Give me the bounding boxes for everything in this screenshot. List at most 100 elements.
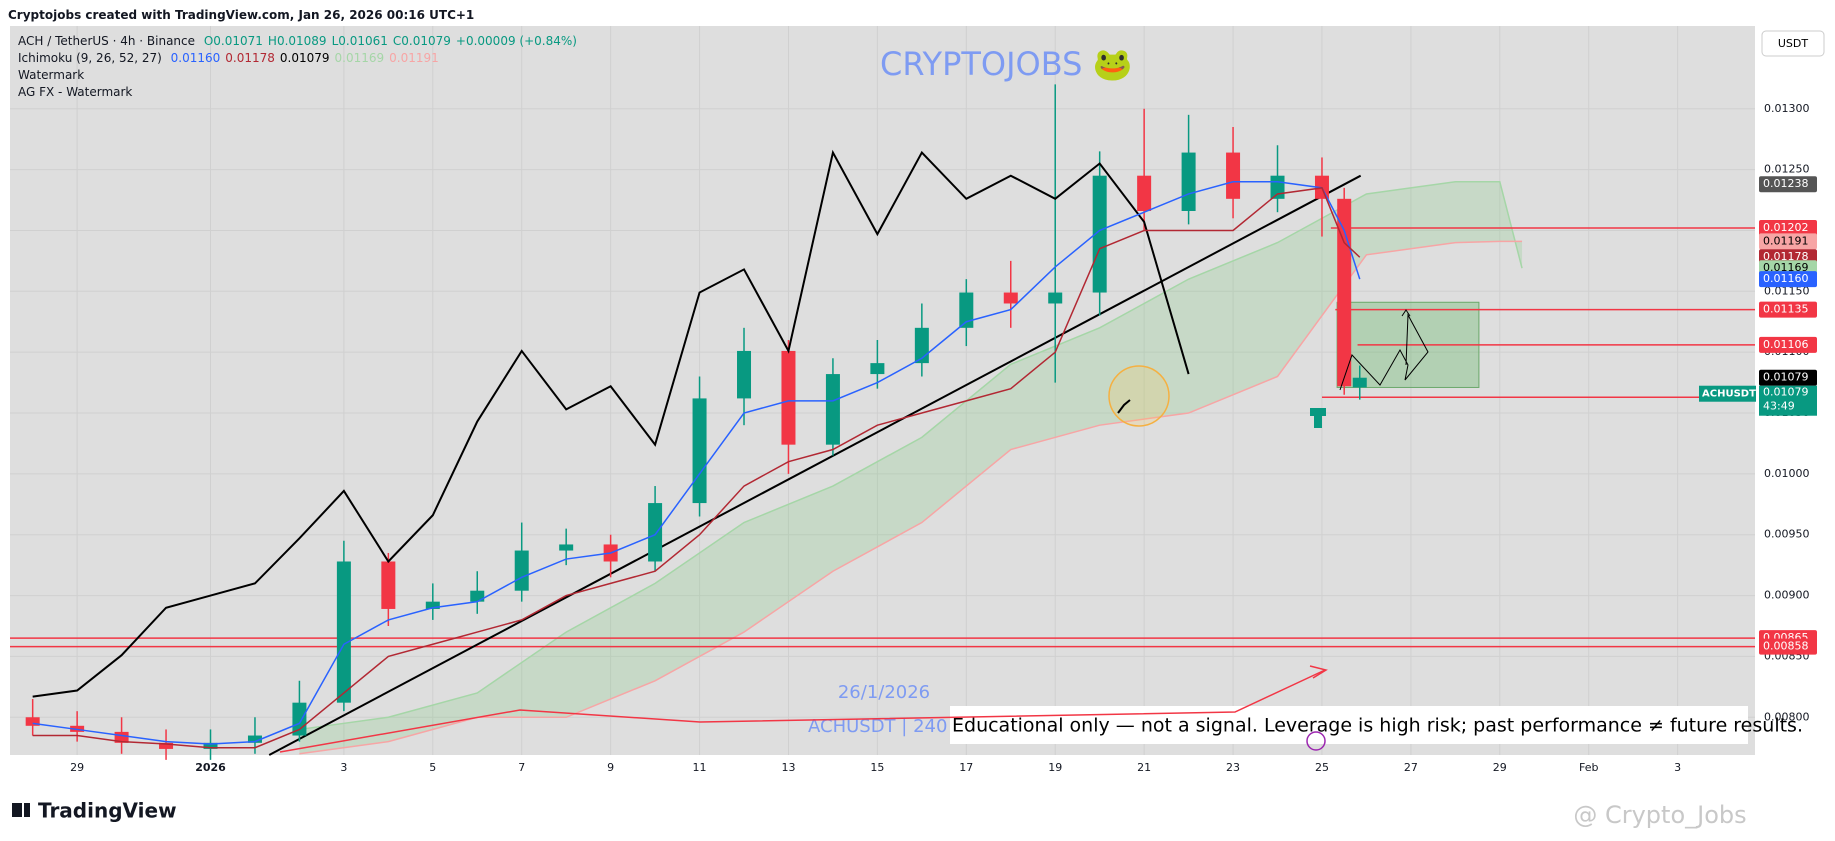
- brand-watermark: CRYPTOJOBS 🐸: [880, 45, 1132, 83]
- candle-body: [648, 503, 663, 562]
- x-tick-label: 21: [1137, 761, 1151, 774]
- candle-body: [336, 561, 351, 703]
- indicator-line: [32, 181, 1361, 745]
- candle-body: [114, 731, 129, 743]
- candle-body: [247, 735, 262, 743]
- plot-bg: [10, 26, 1755, 755]
- currency[interactable]: USDT: [1778, 37, 1809, 50]
- ohlc-value: O0.01071: [203, 34, 263, 48]
- y-tick-label: 0.01250: [1764, 163, 1810, 176]
- projection-path: [1339, 313, 1429, 391]
- candle-body: [959, 292, 974, 328]
- candle-body: [1352, 377, 1367, 388]
- projection-arrowhead: [1401, 309, 1411, 317]
- candle-body: [1226, 152, 1241, 199]
- y-tick-label: 0.00900: [1764, 589, 1810, 602]
- price-label: 0.01238: [1763, 177, 1809, 190]
- candle-body: [470, 590, 485, 602]
- x-tick-label: 13: [781, 761, 795, 774]
- price-label-bg: [1759, 369, 1817, 386]
- price-label-bg: [1759, 336, 1817, 353]
- price-label-bg: [1759, 233, 1817, 250]
- symbol-tag-bg: [1699, 385, 1756, 402]
- ohlc-value: H0.01089: [267, 34, 327, 48]
- x-tick-label: 15: [870, 761, 884, 774]
- currency-button[interactable]: [1761, 30, 1825, 57]
- x-tick-label: 5: [429, 761, 436, 774]
- cloud-span-b: [299, 240, 1523, 755]
- date-watermark: 26/1/2026: [838, 682, 930, 703]
- candle-body: [870, 363, 885, 375]
- x-tick-label: 7: [518, 761, 525, 774]
- price-label-bg: [1759, 176, 1817, 193]
- candle-body: [292, 702, 307, 736]
- price-label-bg: [1759, 220, 1817, 237]
- price-label: 0.01178: [1763, 250, 1809, 263]
- price-label: 0.01135: [1763, 303, 1809, 316]
- trendline: [268, 174, 1362, 756]
- indicator-value: 0.01191: [389, 51, 439, 65]
- candle-body: [1048, 292, 1063, 304]
- credit: Cryptojobs created with TradingView.com,…: [8, 8, 475, 22]
- candle-body: [737, 350, 752, 399]
- candle-body: [914, 327, 929, 364]
- cloud-fill: [299, 181, 1523, 754]
- price-label: 0.01160: [1763, 272, 1809, 285]
- y-tick-label: 0.00950: [1764, 528, 1810, 541]
- indicator-values: 0.01160 0.01178 0.01079 0.01169 0.01191: [166, 51, 439, 65]
- candle-body: [781, 350, 796, 445]
- price-label-bg: [1759, 271, 1817, 288]
- indicator-name: Ichimoku (9, 26, 52, 27): [18, 51, 162, 65]
- indicator-value: 0.01169: [334, 51, 385, 65]
- candle-body: [1181, 152, 1196, 211]
- x-tick-label: 2026: [195, 761, 226, 774]
- path-annotation: [279, 669, 1326, 753]
- path-arrowhead: [1309, 665, 1328, 679]
- candle-body: [559, 544, 574, 551]
- credit-watermark: @ Crypto_Jobs: [1573, 801, 1746, 829]
- y-tick-label: 0.00800: [1764, 710, 1810, 723]
- price-label-bg: [1759, 638, 1817, 655]
- x-tick-label: 19: [1048, 761, 1062, 774]
- disclaimer: Educational only — not a signal. Leverag…: [952, 715, 1803, 737]
- price-label: 0.01202: [1763, 221, 1809, 234]
- price-label: 0.00858: [1763, 640, 1809, 653]
- y-tick-label: 0.01300: [1764, 102, 1810, 115]
- ohlc: O0.01071 H0.01089 L0.01061 C0.01079 +0.00009…: [199, 34, 577, 48]
- indicator-line: [32, 149, 1190, 698]
- x-tick-label: 9: [607, 761, 614, 774]
- last-price-bg: [1759, 385, 1817, 416]
- y-tick-label: 0.01150: [1764, 284, 1810, 297]
- x-tick-label: 29: [70, 761, 84, 774]
- price-label-bg: [1759, 301, 1817, 318]
- x-tick-label: 11: [693, 761, 707, 774]
- candle-body: [692, 398, 707, 504]
- legend-row: Watermark: [18, 68, 85, 82]
- symbol: ACH / TetherUS · 4h · Binance: [18, 34, 196, 48]
- candle-body: [1337, 198, 1352, 387]
- candle-body: [381, 561, 396, 609]
- x-tick-label: 3: [340, 761, 347, 774]
- price-label: 0.01079: [1763, 371, 1809, 384]
- candle-body: [425, 601, 440, 609]
- y-tick-label: 0.01000: [1764, 467, 1810, 480]
- candle-body: [25, 717, 40, 726]
- logo-mark: [24, 803, 30, 817]
- candle-body: [1092, 175, 1107, 293]
- highlight-circle: [1108, 365, 1170, 427]
- hook-arrow: [1117, 399, 1131, 414]
- ohlc-value: C0.01079: [392, 34, 451, 48]
- candle-body: [1137, 175, 1152, 211]
- last-price: 0.01079: [1763, 386, 1809, 399]
- candle-body: [1003, 292, 1018, 304]
- event-icon: [1306, 731, 1326, 751]
- legend-row: AG FX - Watermark: [18, 85, 133, 99]
- countdown: 43:49: [1763, 400, 1795, 413]
- logo-mark: [12, 803, 22, 817]
- symbol-watermark: ACHUSDT | 240: [808, 716, 947, 737]
- symbol-tag: ACHUSDT: [1702, 389, 1756, 400]
- candle-body: [514, 550, 529, 591]
- price-label: 0.01169: [1763, 261, 1809, 274]
- indicator-line: [32, 187, 1361, 749]
